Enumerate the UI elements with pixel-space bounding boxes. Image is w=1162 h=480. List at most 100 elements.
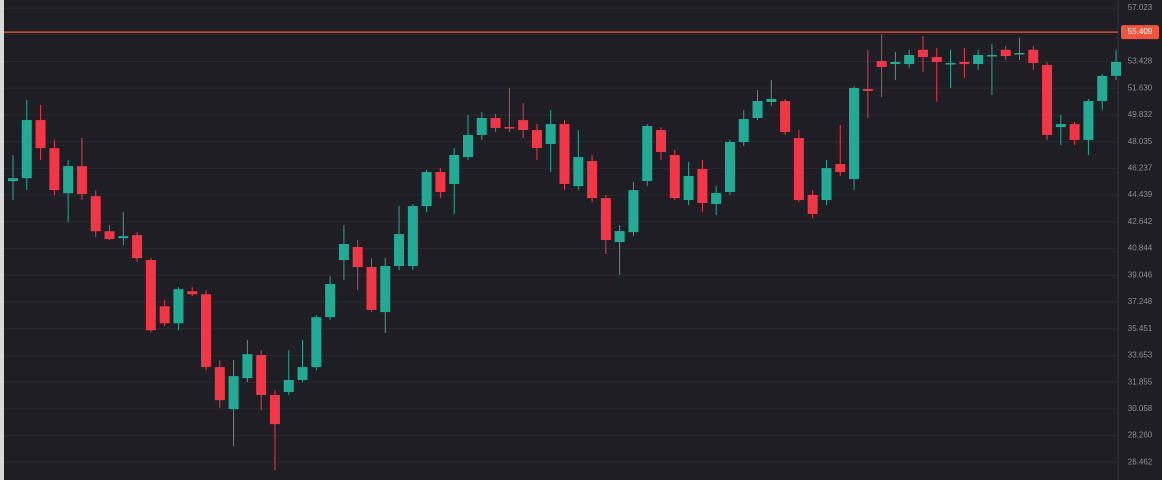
candle-body: [311, 317, 322, 368]
candle-body: [132, 235, 143, 259]
candle-body: [118, 236, 129, 239]
candle-body: [490, 117, 501, 128]
candle-body: [90, 196, 101, 232]
candle-body: [242, 354, 253, 379]
candle-body: [573, 157, 584, 187]
candle-body: [917, 49, 928, 58]
candle-body: [1083, 101, 1094, 140]
candle-body: [876, 60, 887, 68]
candle-body: [380, 266, 391, 313]
candle-body: [752, 101, 763, 118]
candle-body: [145, 260, 156, 331]
candle-body: [352, 246, 363, 268]
candle-body: [642, 126, 653, 182]
candle-body: [421, 172, 432, 207]
candle-body: [256, 355, 267, 395]
left-border: [0, 0, 4, 480]
candle-body: [931, 57, 942, 62]
candle-body: [1028, 49, 1039, 64]
y-tick-label: 33.653: [1128, 351, 1153, 360]
candle-body: [531, 130, 542, 149]
y-tick-label: 35.451: [1128, 324, 1153, 333]
candle-body: [76, 166, 87, 195]
candle-body: [214, 367, 225, 401]
candle-body: [835, 164, 846, 173]
price-label-box: [1121, 25, 1159, 40]
candle-body: [780, 101, 791, 132]
candle-body: [986, 54, 997, 57]
candle-body: [862, 89, 873, 91]
candle-body: [1014, 53, 1025, 55]
candle-body: [1000, 49, 1011, 57]
candle-body: [325, 283, 336, 318]
candle-body: [504, 127, 515, 129]
candle-body: [1042, 64, 1053, 135]
candle-body: [462, 134, 473, 158]
candle-body: [159, 306, 170, 324]
candle-body: [656, 130, 667, 153]
candle-body: [21, 120, 32, 179]
candle-body: [724, 142, 735, 192]
y-tick-label: 49.832: [1128, 110, 1153, 119]
candle-body: [1097, 75, 1108, 102]
candle-body: [49, 148, 60, 191]
candle-body: [476, 117, 487, 135]
candle-body: [849, 87, 860, 180]
y-tick-label: 26.462: [1128, 457, 1153, 466]
candle-body: [104, 231, 115, 240]
candle-body: [63, 166, 74, 194]
candle-body: [366, 267, 377, 310]
candle-body: [807, 194, 818, 214]
candle-body: [1055, 124, 1066, 128]
candle-body: [394, 234, 405, 267]
y-tick-label: 31.855: [1128, 377, 1153, 386]
y-tick-label: 46.237: [1128, 164, 1153, 173]
candle-body: [559, 124, 570, 184]
candle-body: [587, 161, 598, 199]
candle-body: [738, 119, 749, 143]
price-label: 55.409: [1128, 27, 1153, 36]
candle-body: [628, 190, 639, 233]
candle-body: [269, 394, 280, 425]
y-tick-label: 57.023: [1128, 3, 1153, 12]
candle-body: [173, 289, 184, 324]
candle-body: [711, 193, 722, 205]
candle-body: [614, 231, 625, 243]
candle-body: [600, 198, 611, 240]
candle-body: [821, 168, 832, 201]
candle-body: [518, 120, 529, 131]
candle-body: [890, 61, 901, 65]
candle-body: [435, 172, 446, 192]
candle-body: [766, 98, 777, 102]
candle-body: [697, 168, 708, 203]
candle-body: [545, 124, 556, 144]
candle-body: [187, 291, 198, 295]
y-tick-label: 40.844: [1128, 244, 1153, 253]
candle-body: [297, 367, 308, 380]
candle-body: [683, 175, 694, 201]
candle-body: [201, 294, 212, 368]
candle-body: [228, 376, 239, 410]
candle-body: [945, 63, 956, 65]
y-tick-label: 42.642: [1128, 217, 1153, 226]
y-tick-label: 28.260: [1128, 431, 1153, 440]
candle-body: [973, 54, 984, 65]
candle-body: [35, 120, 46, 149]
candle-body: [338, 244, 349, 261]
y-tick-label: 39.046: [1128, 270, 1153, 279]
y-tick-label: 30.058: [1128, 404, 1153, 413]
candle-body: [449, 154, 460, 184]
y-tick-label: 48.035: [1128, 137, 1153, 146]
y-tick-label: 51.630: [1128, 83, 1153, 92]
candle-body: [283, 379, 294, 393]
candle-body: [669, 154, 680, 199]
candle-body: [1069, 124, 1080, 140]
y-tick-label: 37.248: [1128, 297, 1153, 306]
candle-body: [904, 54, 915, 65]
candle-body: [8, 178, 18, 182]
y-tick-label: 44.439: [1128, 190, 1153, 199]
candle-body: [793, 138, 804, 201]
candle-body: [1111, 61, 1121, 76]
